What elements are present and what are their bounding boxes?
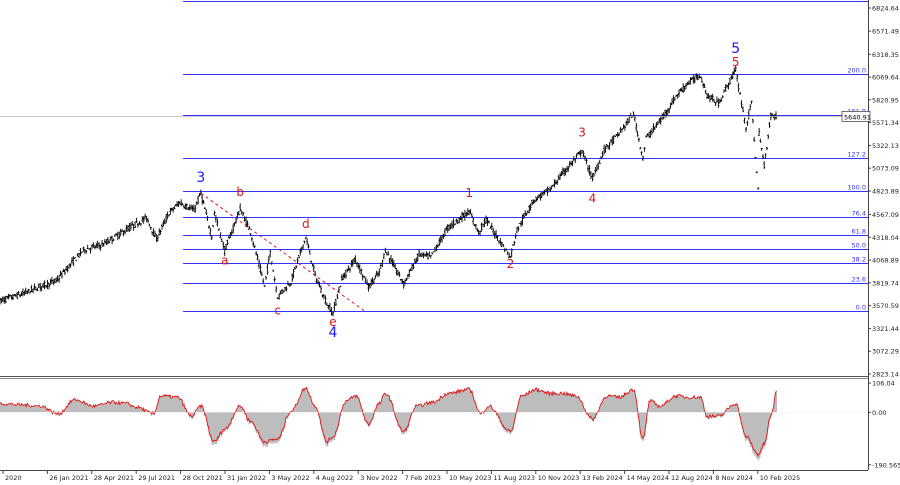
wave-label-minor: 5 [732, 55, 740, 69]
wave-label-minor: 2 [507, 257, 515, 271]
price-tick-label: 3072.29 [872, 348, 899, 356]
wave-label-primary: 5 [731, 41, 740, 57]
price-tick-label: 5322.13 [872, 142, 899, 150]
date-tick-label: 3 May 2022 [271, 474, 309, 482]
fib-label: 38.2 [852, 256, 866, 264]
oscillator-histogram [0, 386, 777, 461]
date-tick-label: 26 Jan 2021 [49, 474, 88, 482]
date-tick-label: 29 Jul 2021 [138, 474, 175, 482]
price-tick-label: 3819.74 [872, 279, 899, 287]
fib-label: 23.6 [852, 276, 866, 284]
fib-label: 100.0 [847, 184, 866, 192]
osc-tick-label: -190.565 [872, 461, 900, 469]
osc-tick-label: 0.00 [872, 409, 886, 417]
date-tick-label: 10 Feb 2025 [760, 474, 800, 482]
oscillator-panel [0, 386, 868, 461]
date-tick-label: 11 Aug 2023 [493, 474, 535, 482]
fib-label: 0.0 [856, 304, 866, 312]
date-tick-label: 3 Nov 2022 [360, 474, 398, 482]
date-tick-label: 8 Nov 2024 [715, 474, 753, 482]
wave-label-minor: c [274, 303, 281, 317]
date-tick-label: 12 Aug 2024 [671, 474, 713, 482]
osc-tick-label: 106.04 [872, 380, 895, 388]
date-tick-label: 7 Feb 2023 [405, 474, 441, 482]
price-tick-label: 6069.64 [872, 74, 899, 82]
price-tick-label: 5820.95 [872, 96, 899, 104]
price-tick-label: 6318.35 [872, 51, 899, 59]
date-tick-label: 28 Apr 2021 [94, 474, 134, 482]
date-tick-label: 4 Aug 2022 [316, 474, 354, 482]
price-tick-label: 3570.59 [872, 302, 899, 310]
current-price-tag [841, 111, 871, 122]
wave-label-minor: d [302, 217, 310, 231]
date-tick-label: 10 May 2023 [449, 474, 491, 482]
wave-label-primary: 3 [196, 170, 205, 186]
wave-label-primary: 4 [328, 325, 337, 341]
wave-label-minor: 4 [589, 191, 597, 205]
wave-label-minor: b [236, 185, 244, 199]
price-tick-label: 3321.44 [872, 325, 899, 333]
wave-label-minor: 1 [465, 186, 473, 200]
current-price-text: 5640.91 [844, 113, 871, 121]
wave-label-minor: 3 [578, 125, 586, 139]
date-tick-label: 28 Oct 2021 [183, 474, 223, 482]
date-tick-label: 14 May 2024 [627, 474, 669, 482]
date-tick-label: 31 Jan 2022 [227, 474, 266, 482]
date-tick-label: 2020 [5, 474, 22, 482]
oscillator-signal-line [0, 386, 777, 457]
date-tick-label: 13 Feb 2024 [582, 474, 622, 482]
trendline-group [200, 192, 366, 312]
price-tick-label: 4318.04 [872, 234, 899, 242]
wave-labels: 3 4 5 a b c d e 1 2 3 4 5 [196, 41, 740, 341]
price-tick-label: 2823.14 [872, 371, 899, 379]
price-tick-label: 5571.34 [872, 119, 899, 127]
fib-label: 127.2 [847, 151, 866, 159]
fib-label: 200.0 [847, 67, 866, 75]
price-tick-label: 6571.49 [872, 28, 899, 36]
fib-label: 76.4 [852, 210, 866, 218]
price-series-group [0, 65, 777, 317]
price-series [0, 65, 777, 317]
trendline [200, 192, 366, 312]
price-tick-label: 4567.09 [872, 211, 899, 219]
price-tick-label: 6824.64 [872, 5, 899, 13]
price-tick-label: 4068.89 [872, 257, 899, 265]
price-tick-label: 5073.09 [872, 165, 899, 173]
price-tick-label: 4823.89 [872, 188, 899, 196]
wave-label-minor: a [221, 254, 228, 268]
date-tick-label: 10 Nov 2023 [538, 474, 580, 482]
fib-label: 61.8 [852, 228, 866, 236]
wave-label-minor: e [329, 315, 336, 329]
fib-label: 50.0 [852, 242, 866, 250]
